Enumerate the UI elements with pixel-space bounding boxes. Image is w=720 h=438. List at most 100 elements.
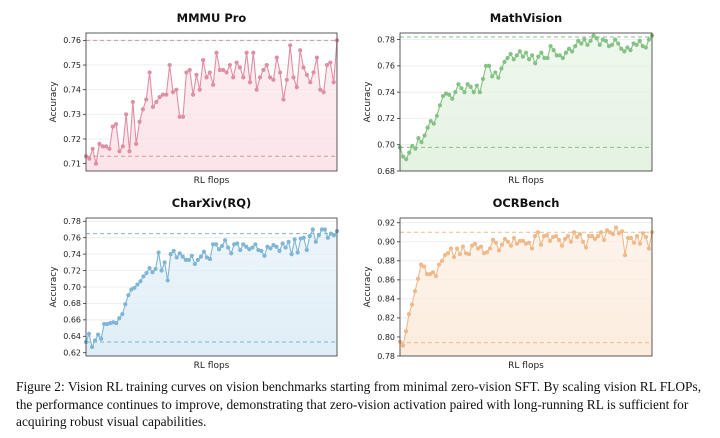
data-point [613,37,618,42]
data-point [207,70,212,75]
data-point [556,237,562,242]
chart-panel: 0.68 0.70 0.72 0.74 0.76 0.78 MathVision RL flo… [363,11,655,186]
y-tick-label: 0.88 [377,257,395,266]
data-point [244,50,249,55]
data-point [195,257,200,262]
data-point [308,80,313,85]
data-point [187,67,192,73]
data-point [409,302,415,307]
data-point [603,38,609,43]
data-point [622,49,627,54]
data-point [234,60,239,65]
data-point [238,247,243,253]
data-point [542,55,547,61]
data-point [478,244,484,249]
data-point [419,139,424,145]
chart-title: CharXiv(RQ) [172,196,252,210]
data-point [440,93,446,99]
data-point [589,233,595,239]
axes-frame [399,217,653,357]
data-point [588,38,593,43]
data-point [591,33,596,38]
data-point [288,43,293,48]
data-point [168,252,173,257]
data-point [568,239,574,244]
data-point [274,55,279,60]
data-point [487,63,492,68]
data-point [487,246,493,251]
y-axis-label: Accuracy [49,81,59,123]
data-point [536,54,541,59]
axes-frame [399,32,653,172]
y-axis-label: Accuracy [49,266,59,308]
data-point [159,268,164,273]
data-point [460,244,466,249]
data-point [634,233,640,239]
data-point [580,239,586,244]
data-point [107,146,112,151]
data-point [574,234,580,240]
y-tick-label: 0.68 [377,167,395,176]
data-point [241,75,246,80]
data-point [216,247,222,252]
data-point [562,236,568,242]
data-point [219,243,225,249]
data-point [157,94,162,100]
data-point [496,75,501,80]
y-tick-label: 0.84 [377,295,395,304]
data-point [141,274,146,279]
data-point [114,122,119,127]
data-point [274,244,279,249]
data-point [87,156,92,161]
data-point [508,243,514,248]
data-point [450,96,455,101]
data-point [325,235,331,240]
data-point [190,92,196,97]
data-point [442,253,448,258]
data-point [583,245,589,250]
data-point [604,228,610,233]
y-tick-label: 0.86 [377,276,395,285]
data-point [89,344,95,350]
data-point [535,230,541,235]
data-point [407,150,412,155]
area-fill [86,40,337,171]
y-tick-label: 0.82 [377,314,395,323]
data-point [150,104,156,110]
data-point [281,97,286,102]
data-point [573,44,578,49]
data-point [311,70,316,75]
data-point [259,248,264,253]
data-point [134,141,139,146]
data-point [622,253,628,258]
data-point [183,257,188,262]
data-point [427,272,433,277]
data-point [403,329,409,334]
data-point [257,75,263,80]
data-point [314,55,320,60]
data-point [490,237,496,242]
data-point [475,246,481,251]
data-point [244,244,249,249]
data-point [117,149,122,154]
data-point [235,241,240,246]
data-point [625,45,630,50]
y-tick-label: 0.76 [377,62,395,71]
data-point [197,87,202,92]
data-point [480,76,486,82]
data-point [90,146,95,151]
data-point [625,235,631,241]
data-point [505,239,511,244]
data-point [331,233,337,238]
data-point [319,227,324,232]
data-point [477,90,482,95]
data-point [292,237,297,242]
data-point [280,241,285,246]
data-point [147,266,152,271]
data-point [117,316,122,321]
data-point [186,257,191,262]
data-point [619,229,625,234]
data-point [613,225,619,230]
data-point [164,92,169,97]
